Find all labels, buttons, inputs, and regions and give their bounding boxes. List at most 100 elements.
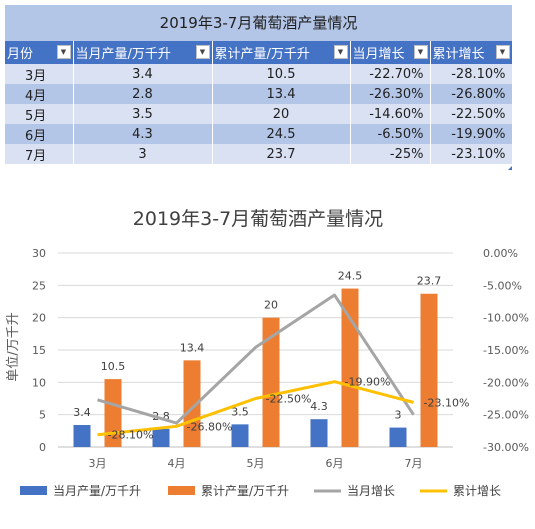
bar-data-label: 10.5 [101, 360, 126, 373]
cell-monthly-output[interactable]: 2.8 [73, 84, 213, 104]
bar-cumulative-output [262, 317, 280, 447]
cell-monthly-output[interactable]: 4.3 [73, 124, 213, 144]
y-tick-label: 30 [32, 247, 46, 260]
table-row: 5月 3.5 20 -14.60% -22.50% [5, 104, 513, 124]
chart-title: 2019年3-7月葡萄酒产量情况 [133, 208, 383, 230]
bar-monthly-output [389, 427, 407, 447]
cell-cumulative-growth[interactable]: -22.50% [430, 104, 513, 124]
bar-cumulative-output [420, 293, 438, 447]
cell-monthly-growth[interactable]: -6.50% [350, 124, 431, 144]
cell-cumulative-output[interactable]: 20 [212, 104, 351, 124]
y2-tick-label: 0.00% [483, 247, 518, 260]
bar-data-label: 13.4 [180, 341, 205, 354]
bar-data-label: 3 [395, 409, 402, 422]
y2-tick-label: -5.00% [483, 279, 522, 292]
line-monthly-growth [97, 293, 415, 425]
y-tick-label: 0 [39, 441, 46, 454]
line-cumulative-growth [97, 380, 414, 437]
filter-dropdown-icon[interactable]: ▼ [56, 45, 71, 59]
header-month: 月份 ▼ [5, 41, 74, 64]
line-data-label: -26.80% [187, 420, 233, 433]
cell-monthly-growth[interactable]: -14.60% [350, 104, 431, 124]
cell-cumulative-growth[interactable]: -19.90% [430, 124, 513, 144]
table-row: 4月 2.8 13.4 -26.30% -26.80% [5, 84, 513, 104]
line-data-label: -23.10% [424, 396, 470, 409]
header-cumulative-growth-label: 累计增长 [432, 47, 485, 62]
cell-month[interactable]: 5月 [5, 104, 74, 124]
cell-cumulative-output[interactable]: 10.5 [212, 64, 351, 84]
cell-month[interactable]: 6月 [5, 124, 74, 144]
table-row: 6月 4.3 24.5 -6.50% -19.90% [5, 124, 513, 144]
x-tick-label: 6月 [326, 457, 344, 470]
filter-dropdown-icon[interactable]: ▼ [195, 45, 210, 59]
cell-monthly-growth[interactable]: -22.70% [350, 64, 431, 84]
legend-label: 当月增长 [347, 484, 395, 498]
cell-monthly-output[interactable]: 3.4 [73, 64, 213, 84]
header-monthly-growth: 当月增长 ▼ [350, 41, 431, 64]
cell-cumulative-output[interactable]: 24.5 [212, 124, 351, 144]
x-tick-label: 4月 [168, 457, 186, 470]
chart-canvas: 2019年3-7月葡萄酒产量情况 单位/万千升 0 5 10 15 20 25 30 0.00… [6, 208, 529, 498]
cell-monthly-output[interactable]: 3.5 [73, 104, 213, 124]
cell-month[interactable]: 4月 [5, 84, 74, 104]
legend-label: 累计产量/万千升 [201, 484, 289, 498]
y-tick-label: 5 [39, 409, 46, 422]
cell-cumulative-growth[interactable]: -28.10% [430, 64, 513, 84]
filter-dropdown-icon[interactable]: ▼ [413, 45, 428, 59]
filter-dropdown-icon[interactable]: ▼ [333, 45, 348, 59]
line-data-label: -28.10% [108, 429, 154, 442]
line-data-label: -22.50% [266, 393, 312, 406]
combo-chart: 2019年3-7月葡萄酒产量情况 单位/万千升 0 5 10 15 20 25 30 0.00… [0, 195, 535, 525]
header-monthly-growth-label: 当月增长 [352, 47, 405, 62]
bar-cumulative-output [104, 379, 122, 447]
legend-swatch [20, 486, 47, 495]
cell-month[interactable]: 3月 [5, 64, 74, 84]
data-table-panel: 2019年3-7月葡萄酒产量情况 月份 ▼ 当月产量/万千升 ▼ 累计产量/万千升 ▼… [5, 5, 513, 170]
bar-cumulative-output [183, 360, 201, 447]
cell-monthly-output[interactable]: 3 [73, 144, 213, 164]
cell-monthly-growth[interactable]: -26.30% [350, 84, 431, 104]
data-table: 月份 ▼ 当月产量/万千升 ▼ 累计产量/万千升 ▼ 当月增长 ▼ 累计增长 ▼ 3月 3… [5, 41, 513, 164]
table-row: 7月 3 23.7 -25% -23.10% [5, 144, 513, 164]
x-tick-label: 3月 [89, 457, 107, 470]
legend-label: 累计增长 [453, 484, 501, 498]
table-resize-handle[interactable] [508, 166, 512, 170]
bar-monthly-output [152, 428, 170, 447]
table-row: 3月 3.4 10.5 -22.70% -28.10% [5, 64, 513, 84]
filter-dropdown-icon[interactable]: ▼ [495, 45, 510, 59]
cell-month[interactable]: 7月 [5, 144, 74, 164]
y-axis-title: 单位/万千升 [6, 312, 21, 381]
y2-tick-label: -20.00% [483, 376, 529, 389]
header-monthly-output: 当月产量/万千升 ▼ [73, 41, 213, 64]
cell-cumulative-growth[interactable]: -26.80% [430, 84, 513, 104]
y2-tick-label: -15.00% [483, 344, 529, 357]
header-cumulative-output-label: 累计产量/万千升 [214, 47, 310, 62]
bar-data-label: 3.4 [73, 406, 91, 419]
y-tick-label: 15 [32, 344, 46, 357]
bar-data-label: 24.5 [338, 270, 363, 283]
y-tick-label: 10 [32, 376, 46, 389]
bar-data-label: 4.3 [310, 400, 328, 413]
bar-data-label: 23.7 [417, 275, 442, 288]
legend-swatch [168, 486, 195, 495]
cell-cumulative-growth[interactable]: -23.10% [430, 144, 513, 164]
bar-cumulative-output [341, 288, 359, 447]
x-tick-label: 7月 [405, 457, 423, 470]
bar-monthly-output [310, 419, 328, 447]
header-monthly-output-label: 当月产量/万千升 [75, 47, 171, 62]
cell-cumulative-output[interactable]: 23.7 [212, 144, 351, 164]
bar-monthly-output [231, 424, 249, 447]
bar-monthly-output [73, 425, 91, 447]
cell-cumulative-output[interactable]: 13.4 [212, 84, 351, 104]
line-data-label: -19.90% [345, 376, 391, 389]
cell-monthly-growth[interactable]: -25% [350, 144, 431, 164]
legend-label: 当月产量/万千升 [53, 484, 141, 498]
x-tick-label: 5月 [247, 457, 265, 470]
y2-tick-label: -10.00% [483, 312, 529, 325]
y2-tick-label: -30.00% [483, 441, 529, 454]
header-month-label: 月份 [7, 47, 34, 62]
bar-data-label: 20 [264, 299, 278, 312]
y-tick-label: 25 [32, 279, 46, 292]
table-title: 2019年3-7月葡萄酒产量情况 [5, 5, 512, 41]
y-tick-label: 20 [32, 312, 46, 325]
